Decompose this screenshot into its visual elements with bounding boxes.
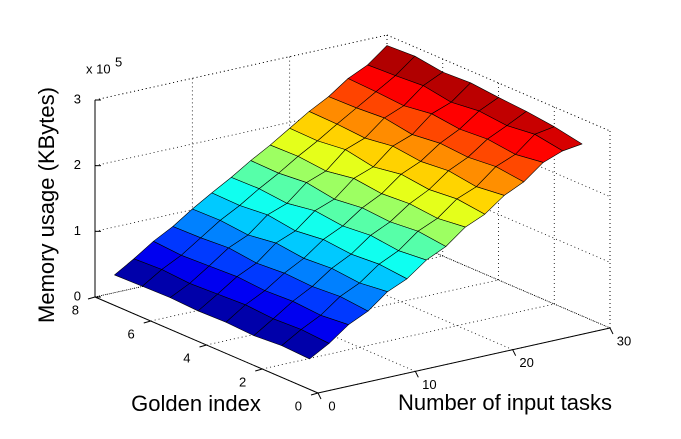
- y-tick: [255, 368, 263, 372]
- y-tick: [143, 320, 151, 324]
- x-tick-label: 0: [328, 398, 335, 413]
- y-tick-label: 4: [183, 350, 190, 365]
- grid-line: [289, 253, 513, 351]
- y-axis-title: Golden index: [131, 391, 261, 416]
- grid-line: [386, 231, 611, 329]
- y-tick-label: 2: [239, 374, 246, 389]
- z-multiplier-exponent: 5: [115, 54, 122, 69]
- y-tick: [199, 344, 207, 348]
- z-tick-label: 0: [74, 288, 81, 303]
- grid-line: [192, 274, 416, 372]
- x-tick-label: 20: [519, 355, 533, 370]
- x-axis-title: Number of input tasks: [398, 390, 612, 415]
- x-axis: [317, 327, 611, 394]
- x-tick: [414, 371, 419, 378]
- y-tick: [87, 296, 96, 300]
- x-tick-label: 10: [422, 377, 436, 392]
- x-tick: [609, 327, 614, 335]
- z-tick-label: 2: [74, 157, 81, 172]
- z-axis-title: Memory usage (KBytes): [34, 87, 59, 323]
- z-tick-label: 1: [74, 223, 81, 238]
- surface-patch: [281, 329, 330, 360]
- z-tick-label: 3: [74, 91, 81, 106]
- x-tick: [317, 392, 322, 400]
- y-tick: [310, 392, 319, 396]
- y-tick-label: 0: [295, 398, 302, 413]
- grid-line: [386, 34, 611, 132]
- x-tick: [512, 349, 517, 356]
- x-tick-label: 30: [617, 333, 631, 348]
- y-tick-label: 8: [72, 302, 79, 317]
- z-multiplier: x 10: [86, 61, 111, 76]
- y-tick-label: 6: [128, 326, 135, 341]
